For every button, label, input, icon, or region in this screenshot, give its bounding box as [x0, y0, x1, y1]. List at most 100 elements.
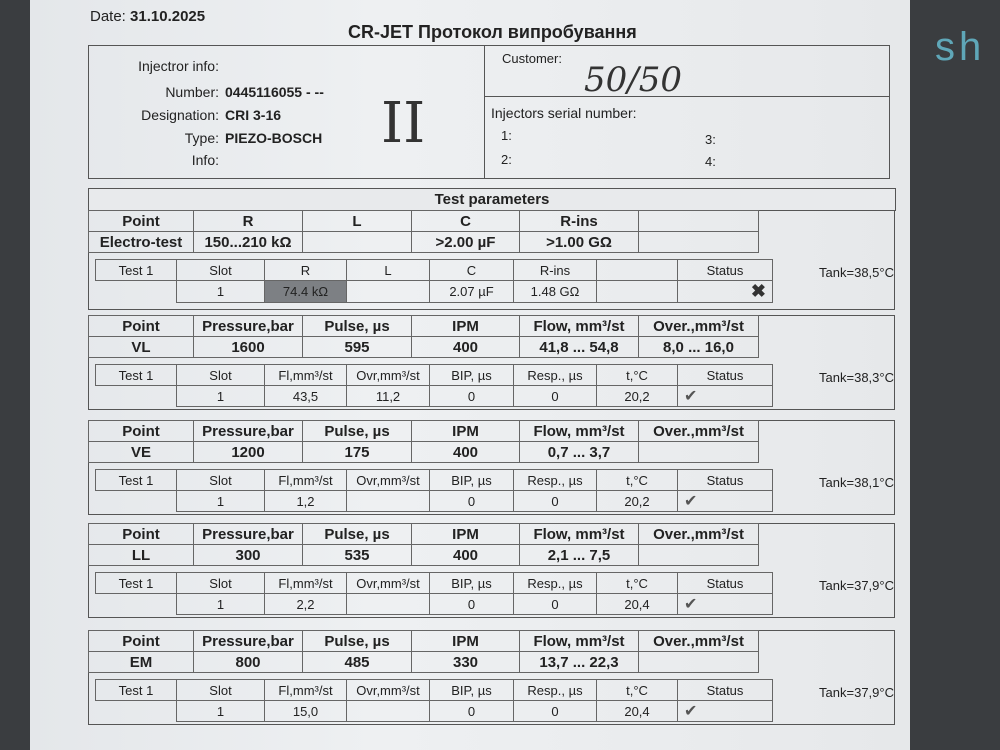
spec-cell: 8,0 ... 16,0: [638, 336, 759, 358]
spec-cell: [302, 231, 412, 253]
test-result-table: Test 1 Slot Fl,mm³/st Ovr,mm³/st BIP, µs Resp…: [95, 469, 773, 512]
result-cell: 0: [429, 490, 514, 512]
spec-cell: [638, 210, 759, 232]
spec-cell: Point: [88, 523, 194, 545]
tank-temperature: Tank=37,9°C: [819, 578, 894, 593]
check-icon: ✔: [684, 493, 698, 510]
result-cell: [346, 593, 430, 615]
spec-cell: 41,8 ... 54,8: [519, 336, 639, 358]
result-cell: [346, 700, 430, 722]
result-cell: [346, 280, 430, 303]
result-cell: Ovr,mm³/st: [346, 469, 430, 491]
check-icon: ✔: [684, 388, 698, 405]
spec-cell: Over.,mm³/st: [638, 630, 759, 652]
result-cell: Slot: [176, 679, 265, 701]
spec-cell: 1600: [193, 336, 303, 358]
result-cell: Test 1: [95, 572, 177, 594]
result-row: 1 74.4 kΩ 2.07 µF 1.48 GΩ ✖: [96, 280, 773, 303]
result-cell: 0: [513, 385, 597, 407]
result-cell: 0: [429, 385, 514, 407]
result-cell: Fl,mm³/st: [264, 364, 347, 386]
spec-cell: Pressure,bar: [193, 630, 303, 652]
test-block-electro-test: Point R L C R-ins Electro-test 150...210 kΩ >2.…: [88, 210, 895, 310]
result-cell: 0: [429, 593, 514, 615]
result-cell: Status: [677, 259, 773, 281]
spec-cell: 400: [411, 441, 520, 463]
test-block-ve: Point Pressure,bar Pulse, µs IPM Flow, mm³/s…: [88, 420, 895, 515]
result-cell: Slot: [176, 259, 265, 281]
test-block-ll: Point Pressure,bar Pulse, µs IPM Flow, mm³/s…: [88, 523, 895, 618]
result-cell: Slot: [176, 469, 265, 491]
result-cell: Slot: [176, 572, 265, 594]
result-cell: ✔: [677, 700, 773, 722]
spec-row: EM 800 485 330 13,7 ... 22,3: [88, 651, 759, 673]
spec-cell: Flow, mm³/st: [519, 315, 639, 337]
spec-cell: IPM: [411, 420, 520, 442]
background-signage: sh: [935, 25, 986, 69]
designation-value: CRI 3-16: [225, 107, 282, 123]
tank-temperature: Tank=38,1°C: [819, 475, 894, 490]
spec-cell: 330: [411, 651, 520, 673]
test-result-table: Test 1 Slot Fl,mm³/st Ovr,mm³/st BIP, µs Resp…: [95, 572, 773, 615]
info-label: Info:: [191, 152, 219, 168]
spec-cell: IPM: [411, 630, 520, 652]
spec-cell: 800: [193, 651, 303, 673]
result-cell: 0: [513, 490, 597, 512]
spec-cell: Electro-test: [88, 231, 194, 253]
result-cell: 1: [176, 385, 265, 407]
spec-cell: Point: [88, 630, 194, 652]
result-cell: Test 1: [95, 364, 177, 386]
result-cell: [96, 594, 177, 615]
spec-cell: 150...210 kΩ: [193, 231, 303, 253]
result-row: Test 1 Slot Fl,mm³/st Ovr,mm³/st BIP, µs Resp…: [95, 364, 773, 386]
result-cell: C: [429, 259, 514, 281]
result-cell: Test 1: [95, 679, 177, 701]
date-value: 31.10.2025: [130, 8, 206, 25]
result-cell: Resp., µs: [513, 469, 597, 491]
result-cell: [596, 280, 678, 303]
tank-temperature: Tank=37,9°C: [819, 685, 894, 700]
spec-cell: 400: [411, 336, 520, 358]
result-cell: 1,2: [264, 490, 347, 512]
spec-cell: 175: [302, 441, 412, 463]
result-cell: BIP, µs: [429, 572, 514, 594]
tank-temperature: Tank=38,3°C: [819, 370, 894, 385]
spec-cell: Over.,mm³/st: [638, 315, 759, 337]
result-cell: Status: [677, 679, 773, 701]
result-cell: [596, 259, 678, 281]
result-cell: Status: [677, 469, 773, 491]
spec-cell: VL: [88, 336, 194, 358]
result-cell: [96, 281, 177, 303]
result-cell: Resp., µs: [513, 572, 597, 594]
serial-2: 2:: [501, 152, 512, 167]
spec-row: Electro-test 150...210 kΩ >2.00 µF >1.00 GΩ: [88, 231, 759, 253]
result-cell: t,°C: [596, 572, 678, 594]
spec-cell: Pressure,bar: [193, 523, 303, 545]
spec-row: Point Pressure,bar Pulse, µs IPM Flow, mm³/s…: [88, 630, 759, 652]
result-cell: t,°C: [596, 469, 678, 491]
spec-cell: IPM: [411, 315, 520, 337]
result-cell: Ovr,mm³/st: [346, 572, 430, 594]
test-block-vl: Point Pressure,bar Pulse, µs IPM Flow, mm³/s…: [88, 315, 895, 410]
result-cell: 11,2: [346, 385, 430, 407]
result-row: Test 1 Slot Fl,mm³/st Ovr,mm³/st BIP, µs Resp…: [95, 572, 773, 594]
result-row: Test 1 Slot Fl,mm³/st Ovr,mm³/st BIP, µs Resp…: [95, 679, 773, 701]
result-cell: 43,5: [264, 385, 347, 407]
spec-row: Point Pressure,bar Pulse, µs IPM Flow, mm³/s…: [88, 420, 759, 442]
result-row: Test 1 Slot R L C R-ins Status: [95, 259, 773, 281]
spec-cell: 535: [302, 544, 412, 566]
spec-cell: Over.,mm³/st: [638, 523, 759, 545]
result-cell: 1.48 GΩ: [513, 280, 597, 303]
spec-row: VL 1600 595 400 41,8 ... 54,8 8,0 ... 16,0: [88, 336, 759, 358]
customer-handwritten: 50/50: [584, 60, 682, 100]
result-cell: Status: [677, 364, 773, 386]
spec-cell: >2.00 µF: [411, 231, 520, 253]
result-cell: 20,2: [596, 490, 678, 512]
number-label: Number:: [165, 84, 219, 100]
spec-row: Point Pressure,bar Pulse, µs IPM Flow, mm³/s…: [88, 315, 759, 337]
result-cell: 0: [513, 700, 597, 722]
point-spec-table: Point R L C R-ins Electro-test 150...210 kΩ >2.…: [88, 210, 759, 253]
result-cell: 1: [176, 490, 265, 512]
spec-row: VE 1200 175 400 0,7 ... 3,7: [88, 441, 759, 463]
result-cell: L: [346, 259, 430, 281]
